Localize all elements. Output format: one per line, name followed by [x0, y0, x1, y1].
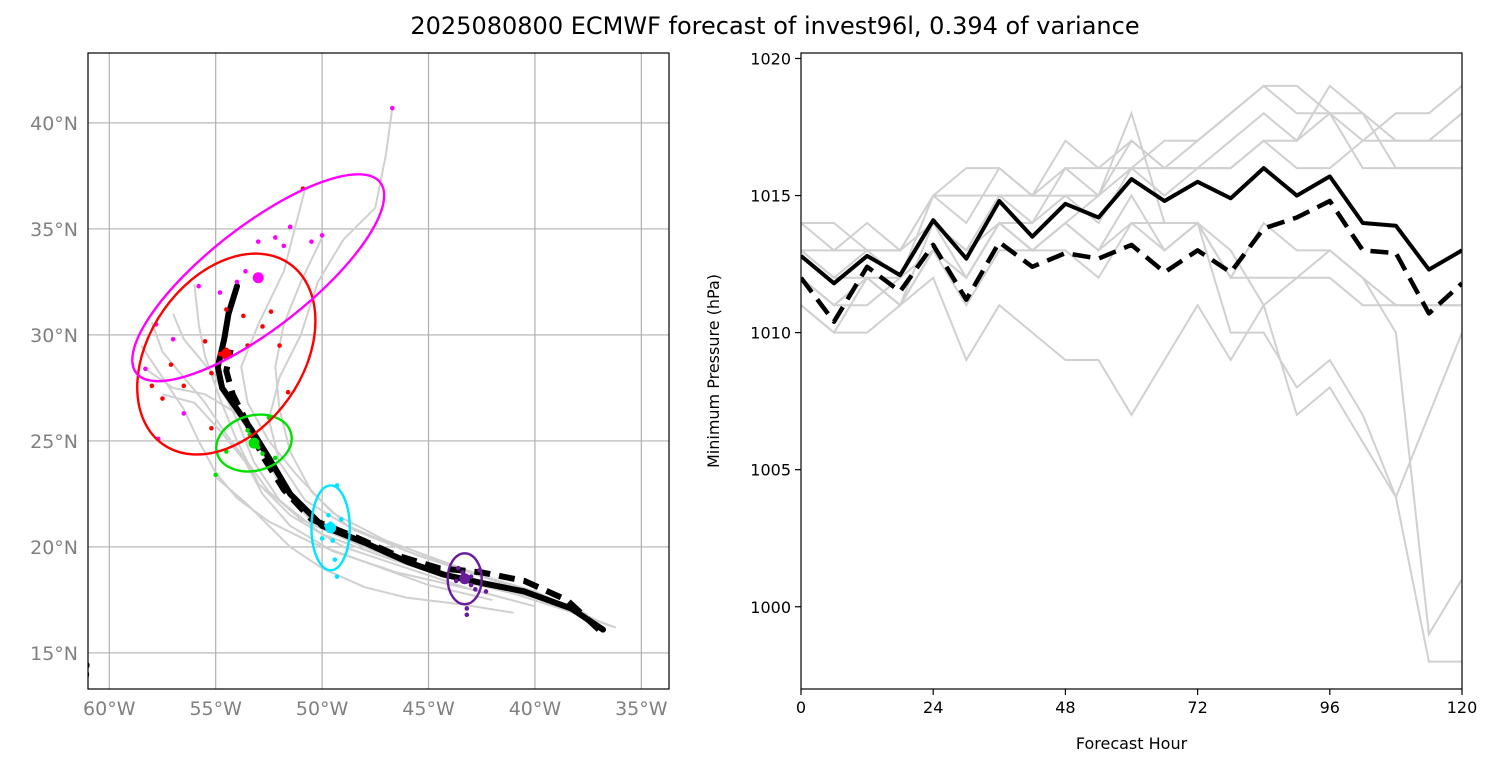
ellipse-center-marker: [252, 272, 264, 284]
position-point: [260, 451, 265, 456]
x-tick-label: 120: [1447, 698, 1478, 717]
lat-tick-label: 35°N: [30, 219, 78, 241]
map-panel: 60°W 55°W 50°W 45°W 40°W 35°W 15°N 20°N 25°N 30°N…: [30, 52, 670, 720]
lat-tick-label: 25°N: [30, 431, 78, 453]
lon-tick-label: 55°W: [189, 698, 242, 720]
lat-tick-label: 20°N: [30, 537, 78, 559]
position-point: [255, 239, 261, 244]
position-point: [149, 383, 155, 389]
position-point: [464, 606, 470, 611]
position-point: [272, 455, 278, 461]
position-point: [287, 224, 293, 230]
position-point: [453, 578, 459, 584]
x-tick-label: 72: [1187, 698, 1207, 717]
uncertainty-ellipse: [446, 552, 483, 606]
ensemble-track: [144, 368, 610, 627]
position-point: [483, 589, 489, 594]
mean-track-dashed: [223, 349, 601, 632]
x-tick-label: 0: [796, 698, 806, 717]
position-point: [160, 396, 165, 401]
y-tick-label: 1005: [750, 461, 791, 480]
lon-tick-label: 50°W: [296, 698, 349, 720]
ensemble-pressure-line: [801, 84, 1462, 307]
position-point: [213, 472, 218, 478]
position-point: [196, 283, 201, 289]
position-point: [390, 105, 395, 111]
pressure-frame: [800, 52, 1463, 690]
y-tick-label: 1000: [750, 598, 791, 617]
position-point: [285, 389, 291, 395]
x-tick-label: 96: [1320, 698, 1340, 717]
figure-title: 2025080800 ECMWF forecast of invest96l, …: [410, 12, 1140, 40]
lat-tick-label: 15°N: [30, 643, 78, 665]
position-point: [170, 336, 176, 342]
position-point: [309, 239, 314, 244]
ellipse-center-marker: [248, 437, 260, 449]
position-point: [202, 339, 208, 344]
ensemble-pressure-line: [801, 276, 1462, 417]
position-point: [143, 366, 148, 372]
x-tick-label: 24: [923, 698, 943, 717]
position-point: [217, 290, 223, 295]
position-point: [181, 383, 187, 389]
y-tick-label: 1020: [750, 49, 791, 68]
position-point: [456, 565, 461, 571]
lon-tick-label: 35°W: [615, 698, 668, 720]
position-point: [168, 362, 174, 367]
position-point: [234, 279, 240, 285]
ellipse-center-marker: [459, 573, 471, 585]
ensemble-track: [150, 321, 617, 629]
uncertainty-ellipse: [131, 173, 386, 383]
mean-track-solid: [214, 283, 606, 633]
lat-tick-label: 40°N: [30, 113, 78, 135]
ensemble-track: [193, 283, 472, 591]
position-point: [338, 517, 344, 522]
x-tick-label: 48: [1055, 698, 1075, 717]
position-point: [224, 307, 229, 312]
y-tick-label: 1010: [750, 324, 791, 343]
ensemble-track: [172, 313, 451, 580]
ellipse-center-marker: [325, 522, 337, 534]
position-point: [272, 235, 278, 240]
map-plot-area: [88, 53, 669, 689]
position-point: [334, 574, 340, 579]
mean-pressure-solid: [801, 166, 1462, 286]
y-axis-label: Minimum Pressure (hPa): [704, 274, 723, 468]
position-point: [260, 324, 265, 329]
uncertainty-ellipse: [136, 252, 317, 456]
position-point: [268, 309, 274, 314]
position-point: [319, 233, 325, 238]
position-point: [241, 313, 246, 319]
lon-tick-label: 40°W: [509, 698, 562, 720]
x-axis-label: Forecast Hour: [1076, 734, 1188, 753]
position-point: [468, 582, 474, 588]
position-point: [464, 612, 470, 618]
position-point: [330, 538, 336, 543]
position-point: [181, 411, 187, 416]
position-point: [243, 269, 248, 274]
position-point: [209, 370, 214, 376]
position-point: [277, 343, 282, 348]
ensemble-track: [162, 393, 536, 608]
mean-pressure-dashed: [801, 198, 1462, 324]
ensemble-pressure-line: [801, 139, 1462, 280]
position-point: [473, 587, 478, 592]
position-point: [209, 425, 214, 431]
position-point: [326, 512, 331, 518]
lat-tick-label: 30°N: [30, 325, 78, 347]
ensemble-pressure-line: [801, 110, 1462, 307]
position-point: [319, 536, 325, 541]
ensemble-pressure-line: [801, 221, 1462, 500]
position-point: [281, 243, 287, 249]
map-frame: [87, 52, 670, 690]
pressure-panel: 0 24 48 72 96 120 1000 1005 1010 1015 1020 Forecast…: [704, 49, 1477, 753]
position-point: [332, 557, 338, 562]
uncertainty-ellipse: [310, 484, 351, 572]
lon-tick-label: 45°W: [402, 698, 455, 720]
position-point: [245, 428, 250, 433]
y-tick-label: 1015: [750, 187, 791, 206]
lon-tick-label: 60°W: [83, 698, 136, 720]
pressure-plot-area: [801, 84, 1462, 663]
